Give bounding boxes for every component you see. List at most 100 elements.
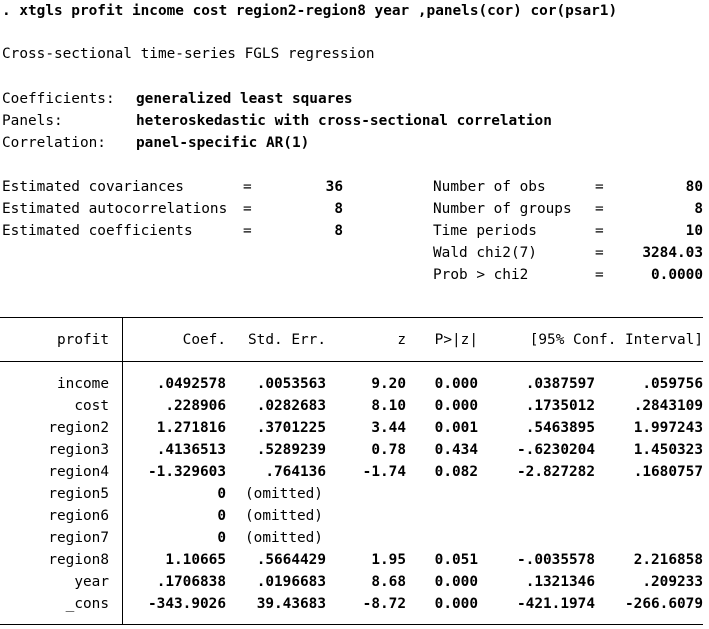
row-z: 8.68 <box>371 574 406 590</box>
row-ci-lower: -.6230204 <box>517 442 595 458</box>
row-stderr: .5664429 <box>256 552 326 568</box>
row-coef: 1.10665 <box>165 552 226 568</box>
header-pvalue: P>|z| <box>434 332 478 348</box>
coefficients-label: Coefficients: <box>2 91 115 107</box>
stat-eq: = <box>243 223 252 239</box>
row-coef: .228906 <box>165 398 226 414</box>
row-variable: region2 <box>48 420 109 436</box>
row-coef: .4136513 <box>156 442 226 458</box>
row-variable: income <box>57 376 109 392</box>
stat-value: 10 <box>685 223 703 239</box>
row-pvalue: 0.434 <box>434 442 478 458</box>
stat-value: 8 <box>334 223 343 239</box>
row-ci-lower: -2.827282 <box>517 464 595 480</box>
row-stderr: .0196683 <box>256 574 326 590</box>
regression-title: Cross-sectional time-series FGLS regress… <box>2 46 375 62</box>
header-z: z <box>397 332 406 348</box>
row-ci-upper: 1.450323 <box>633 442 703 458</box>
table-bottom-rule <box>0 624 703 625</box>
stat-label: Time periods <box>433 223 537 239</box>
stat-label: Number of obs <box>433 179 546 195</box>
stat-value: 8 <box>334 201 343 217</box>
stat-eq: = <box>595 223 604 239</box>
header-conf-interval: [95% Conf. Interval] <box>529 332 703 348</box>
row-ci-upper: 2.216858 <box>633 552 703 568</box>
row-ci-upper: .059756 <box>642 376 703 392</box>
row-variable: region3 <box>48 442 109 458</box>
stat-value: 8 <box>694 201 703 217</box>
command-line: . xtgls profit income cost region2-regio… <box>2 3 618 19</box>
row-z: 3.44 <box>371 420 406 436</box>
stat-label: Prob > chi2 <box>433 267 529 283</box>
table-top-rule <box>0 317 703 318</box>
row-stderr: .764136 <box>265 464 326 480</box>
stat-eq: = <box>243 179 252 195</box>
row-ci-lower: .0387597 <box>525 376 595 392</box>
row-pvalue: 0.000 <box>434 574 478 590</box>
row-z: 0.78 <box>371 442 406 458</box>
stat-value: 3284.03 <box>642 245 703 261</box>
stat-value: 36 <box>325 179 343 195</box>
row-z: -8.72 <box>362 596 406 612</box>
row-z: 9.20 <box>371 376 406 392</box>
row-z: 8.10 <box>371 398 406 414</box>
header-depvar: profit <box>57 332 109 348</box>
stat-eq: = <box>243 201 252 217</box>
panels-value: heteroskedastic with cross-sectional cor… <box>136 113 552 129</box>
row-omitted-note: (omitted) <box>245 530 323 546</box>
row-ci-lower: .5463895 <box>525 420 595 436</box>
row-ci-lower: -.0035578 <box>517 552 595 568</box>
row-variable: region8 <box>48 552 109 568</box>
row-coef: 1.271816 <box>156 420 226 436</box>
row-ci-lower: -421.1974 <box>517 596 595 612</box>
row-stderr: .5289239 <box>256 442 326 458</box>
row-variable: region6 <box>48 508 109 524</box>
row-coef: .0492578 <box>156 376 226 392</box>
row-pvalue: 0.001 <box>434 420 478 436</box>
stat-label: Number of groups <box>433 201 572 217</box>
row-coef: 0 <box>217 508 226 524</box>
row-variable: cost <box>74 398 109 414</box>
row-variable: region5 <box>48 486 109 502</box>
row-ci-lower: .1321346 <box>525 574 595 590</box>
row-ci-upper: .2843109 <box>633 398 703 414</box>
stat-label: Estimated covariances <box>2 179 184 195</box>
row-coef: .1706838 <box>156 574 226 590</box>
row-omitted-note: (omitted) <box>245 508 323 524</box>
row-ci-upper: .1680757 <box>633 464 703 480</box>
row-variable: region7 <box>48 530 109 546</box>
row-stderr: .0053563 <box>256 376 326 392</box>
row-z: 1.95 <box>371 552 406 568</box>
stat-label: Estimated autocorrelations <box>2 201 228 217</box>
row-pvalue: 0.000 <box>434 376 478 392</box>
row-ci-upper: .209233 <box>642 574 703 590</box>
row-coef: -343.9026 <box>148 596 226 612</box>
panels-label: Panels: <box>2 113 63 129</box>
row-ci-upper: 1.997243 <box>633 420 703 436</box>
row-stderr: 39.43683 <box>256 596 326 612</box>
header-coef: Coef. <box>182 332 226 348</box>
row-omitted-note: (omitted) <box>245 486 323 502</box>
row-stderr: .0282683 <box>256 398 326 414</box>
header-stderr: Std. Err. <box>248 332 326 348</box>
stat-value: 0.0000 <box>651 267 703 283</box>
row-pvalue: 0.082 <box>434 464 478 480</box>
coefficients-value: generalized least squares <box>136 91 353 107</box>
row-ci-upper: -266.6079 <box>625 596 703 612</box>
row-pvalue: 0.000 <box>434 596 478 612</box>
stat-eq: = <box>595 201 604 217</box>
stat-eq: = <box>595 245 604 261</box>
table-header-rule <box>0 361 703 362</box>
stat-label: Wald chi2(7) <box>433 245 537 261</box>
stat-value: 80 <box>685 179 703 195</box>
row-variable: year <box>74 574 109 590</box>
stat-eq: = <box>595 267 604 283</box>
row-pvalue: 0.000 <box>434 398 478 414</box>
row-z: -1.74 <box>362 464 406 480</box>
stat-eq: = <box>595 179 604 195</box>
correlation-label: Correlation: <box>2 135 106 151</box>
row-variable: region4 <box>48 464 109 480</box>
row-coef: -1.329603 <box>148 464 226 480</box>
row-stderr: .3701225 <box>256 420 326 436</box>
row-variable: _cons <box>65 596 109 612</box>
